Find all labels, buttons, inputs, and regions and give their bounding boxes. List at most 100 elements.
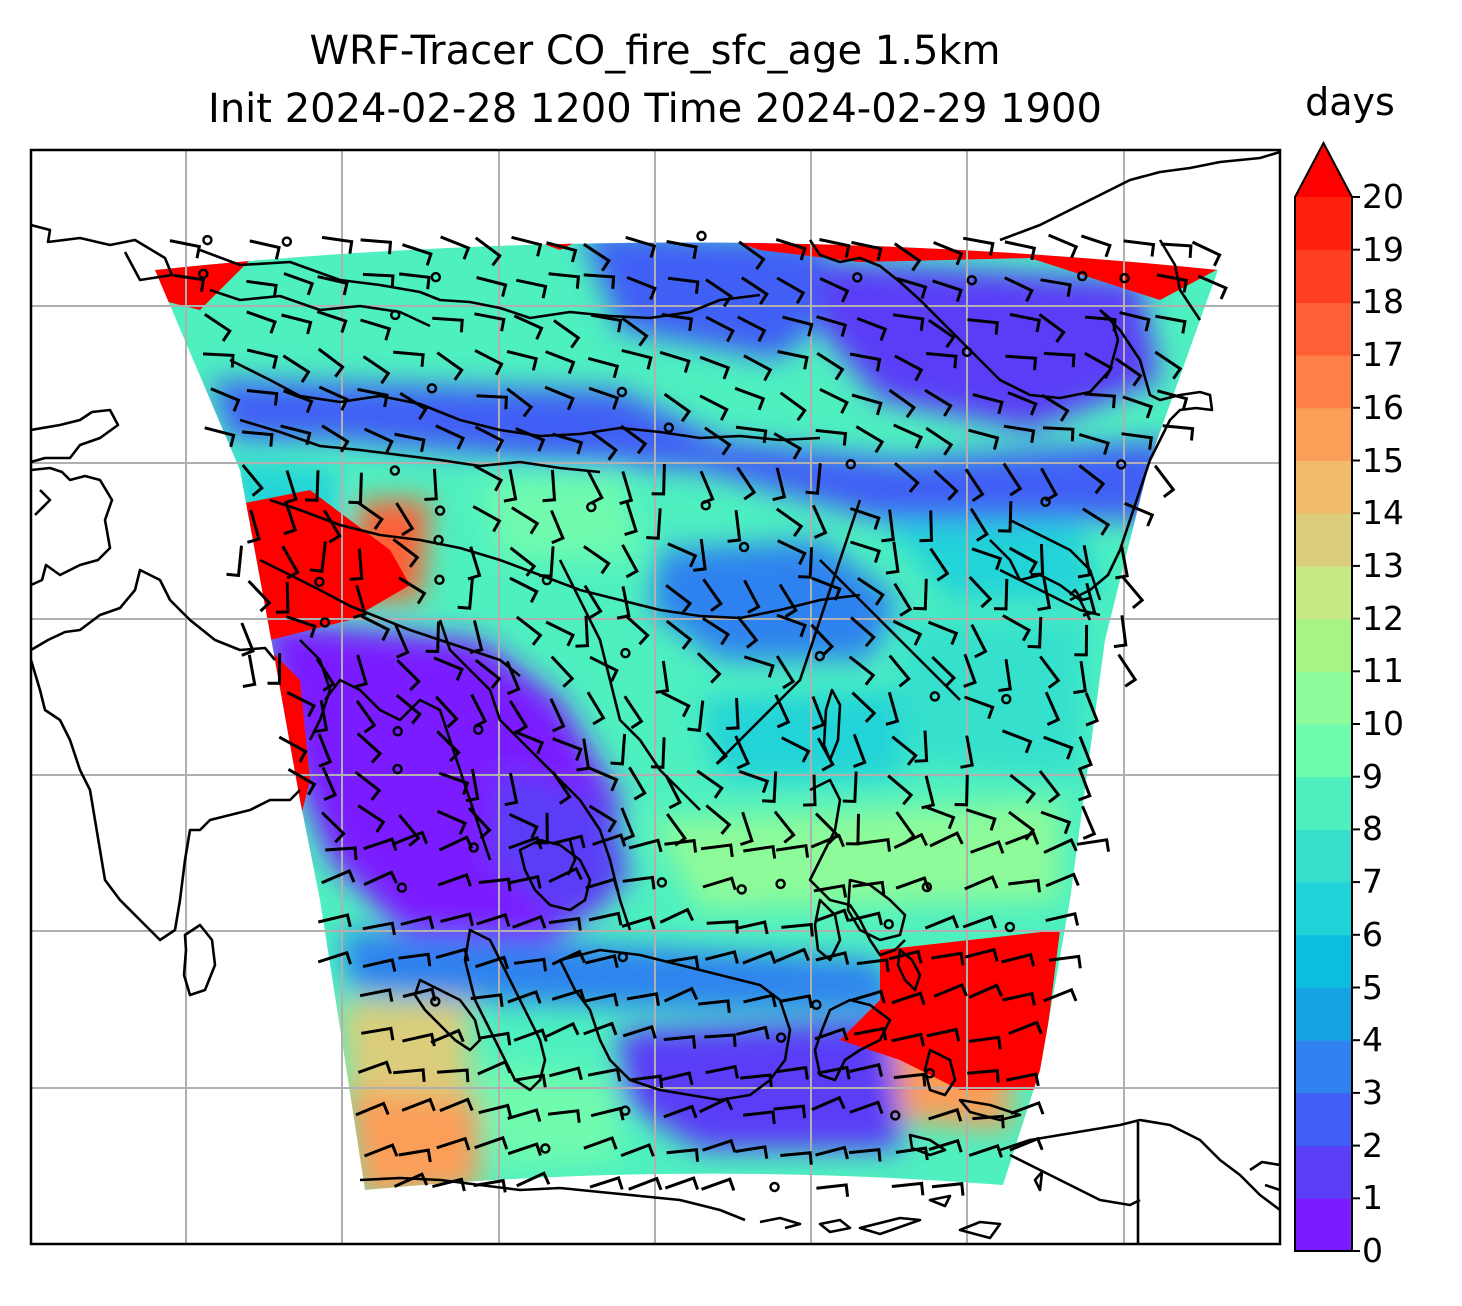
wind-barb [242, 654, 257, 688]
calm-wind-marker [1004, 921, 1016, 933]
wind-barb [777, 539, 807, 566]
wind-barb [927, 318, 956, 349]
wind-barb [511, 235, 543, 257]
wind-barb [355, 1101, 390, 1117]
calm-wind-marker [966, 274, 978, 286]
wind-barb [646, 508, 662, 540]
wind-barb [549, 1066, 583, 1081]
wind-barb [507, 875, 542, 889]
wind-barb [933, 469, 959, 501]
wind-barb [734, 386, 766, 411]
wind-barb [398, 813, 421, 847]
wind-barb [775, 1065, 809, 1080]
wind-barb [666, 955, 700, 970]
wind-barb [705, 950, 739, 964]
wind-barb [1119, 311, 1151, 332]
wind-barb [773, 1104, 807, 1119]
wind-barb [739, 811, 754, 846]
wind-barb [813, 883, 848, 898]
wind-barb [393, 830, 428, 845]
wind-barb [1084, 351, 1114, 380]
wind-barb [735, 1145, 769, 1159]
wind-barb [925, 352, 958, 369]
wind-barb [776, 613, 807, 638]
wind-barb [726, 697, 740, 730]
wind-barb [317, 950, 352, 965]
wind-barb [663, 1035, 697, 1049]
wind-barb [933, 241, 964, 266]
wind-barb [816, 737, 835, 772]
wind-barb [438, 771, 470, 796]
wind-barb [398, 952, 432, 967]
wind-barb [1043, 351, 1076, 368]
wind-barb [853, 1026, 888, 1041]
wind-barb [811, 1095, 846, 1111]
wind-barb [887, 774, 914, 806]
wind-barb [928, 1138, 963, 1153]
colorbar-bin [1295, 407, 1352, 461]
wind-barb [280, 424, 312, 446]
colorbar-bin [1295, 460, 1352, 514]
wind-barb [848, 655, 876, 686]
wind-barb [628, 1176, 663, 1191]
wind-barb [659, 1071, 694, 1086]
wind-barb [474, 349, 504, 376]
wind-barb [892, 313, 925, 331]
wind-barb [705, 804, 732, 835]
wind-barb [592, 833, 627, 847]
wind-barbs [169, 230, 1228, 1197]
wind-barb [738, 769, 770, 794]
wind-barb [583, 1136, 618, 1150]
colorbar-tick-label: 13 [1362, 545, 1404, 585]
calm-wind-marker [738, 541, 750, 553]
calm-wind-marker [392, 763, 403, 775]
wind-barb [586, 470, 604, 505]
wind-barb [315, 657, 336, 692]
wind-barb [472, 505, 502, 533]
wind-barb [321, 235, 354, 254]
wind-barb [849, 352, 882, 372]
wind-barb [803, 774, 817, 807]
wind-barb [546, 241, 578, 263]
wind-barb [1048, 233, 1079, 259]
wind-barb [318, 385, 349, 411]
calm-wind-marker [1040, 496, 1051, 507]
wind-barb [1008, 546, 1038, 574]
calm-wind-marker [889, 1110, 901, 1121]
wind-barb [666, 240, 698, 260]
wind-barb [435, 424, 466, 450]
wind-barb [774, 694, 791, 729]
colorbar-bin [1295, 565, 1352, 620]
wind-barb [551, 988, 586, 1003]
colorbar-bin [1295, 829, 1352, 883]
wind-barb [960, 735, 974, 769]
wind-barb [1078, 432, 1110, 456]
wind-barb [241, 430, 274, 447]
calm-wind-marker [814, 650, 826, 662]
wind-barb [362, 958, 397, 972]
wind-barb [395, 694, 422, 725]
wind-barb [655, 660, 670, 694]
wind-barb [616, 586, 631, 620]
wind-barb [619, 470, 634, 506]
wind-barb [1077, 545, 1092, 579]
wind-barb [275, 581, 290, 614]
wind-barb [798, 547, 814, 579]
calm-wind-marker [468, 842, 479, 853]
calm-wind-marker [921, 881, 933, 893]
wind-barb [401, 1097, 436, 1112]
calm-wind-marker [1115, 459, 1127, 470]
wind-barb [246, 509, 261, 544]
wind-barb [667, 542, 698, 568]
colorbar-label: days [1305, 80, 1395, 124]
wind-barb [550, 509, 565, 545]
calm-wind-marker [426, 383, 438, 394]
wind-barb [805, 463, 822, 495]
wind-barb [435, 695, 459, 729]
colorbar-bin [1295, 671, 1352, 725]
wind-barb [850, 616, 876, 648]
wind-barb [781, 922, 814, 937]
wind-barb [1002, 614, 1032, 642]
wind-barb [967, 318, 999, 335]
